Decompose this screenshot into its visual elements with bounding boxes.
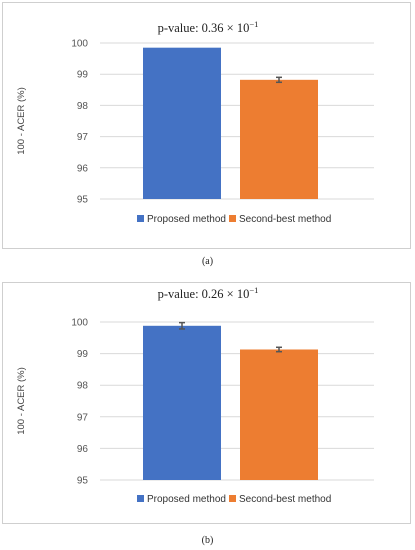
legend-label: Second-best method xyxy=(239,214,331,225)
y-tick-label: 95 xyxy=(77,195,89,206)
legend-label: Second-best method xyxy=(239,494,331,505)
legend-label: Proposed method xyxy=(147,494,226,505)
bar-second-best xyxy=(240,349,318,480)
y-tick-label: 100 xyxy=(71,39,88,50)
legend-label: Proposed method xyxy=(147,214,226,225)
legend-swatch xyxy=(229,495,236,502)
legend-swatch xyxy=(137,215,144,222)
legend-swatch xyxy=(229,215,236,222)
chart-a: 95 96 97 98 99 100 100 - ACER (%) p-value: 0.36… xyxy=(16,19,374,225)
bar-proposed xyxy=(143,47,221,200)
y-tick-label: 98 xyxy=(77,381,89,392)
y-tick-label: 99 xyxy=(77,70,89,81)
y-tick-label: 96 xyxy=(77,163,89,174)
y-axis-label: 100 - ACER (%) xyxy=(16,87,27,155)
y-axis-label: 100 - ACER (%) xyxy=(16,367,27,435)
chart-b: 95 96 97 98 99 100 100 - ACER (%) p-value: 0.26… xyxy=(16,285,374,505)
y-tick-label: 97 xyxy=(77,412,89,423)
bar-second-best xyxy=(240,79,318,199)
y-tick-label: 98 xyxy=(77,101,89,112)
y-tick-label: 99 xyxy=(77,349,89,360)
y-tick-label: 97 xyxy=(77,132,89,143)
y-tick-label: 100 xyxy=(71,318,88,329)
y-tick-label: 95 xyxy=(77,476,89,487)
y-tick-label: 96 xyxy=(77,444,89,455)
p-value-annotation: p-value: 0.36 × 10−1 xyxy=(158,19,259,35)
caption-a: (a) xyxy=(201,256,214,267)
bar-proposed xyxy=(143,325,221,480)
p-value-annotation: p-value: 0.26 × 10−1 xyxy=(158,285,259,301)
legend-swatch xyxy=(137,495,144,502)
caption-b: (b) xyxy=(201,535,214,546)
